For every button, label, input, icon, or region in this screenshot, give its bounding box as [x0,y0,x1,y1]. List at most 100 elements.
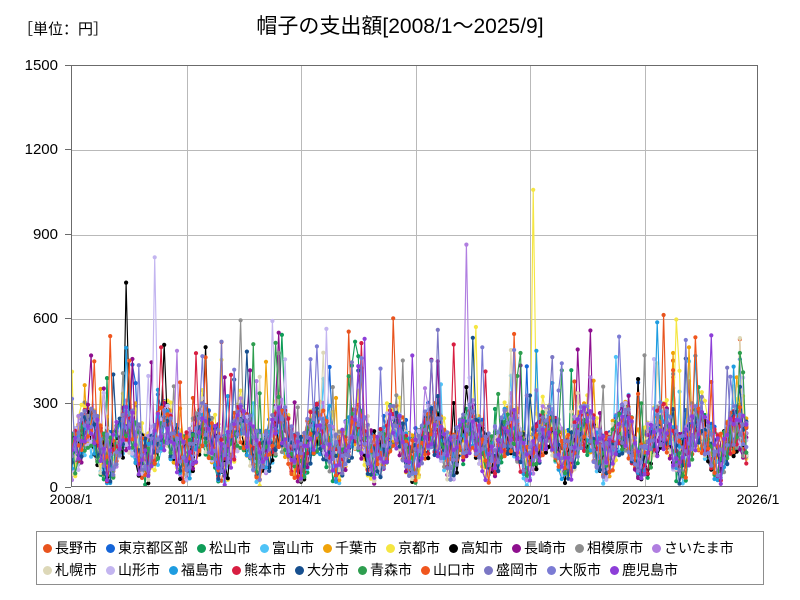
data-point-marker [556,388,561,393]
data-point-marker [127,445,132,450]
legend-item-高知市[interactable]: 高知市 [449,541,503,555]
data-point-marker [120,455,125,460]
data-point-marker [228,372,234,377]
data-point-marker [629,415,634,420]
legend-item-大阪市[interactable]: 大阪市 [547,563,601,577]
data-point-marker [741,413,746,418]
data-point-marker [165,441,170,446]
data-point-marker [461,418,466,423]
data-point-marker [426,451,431,456]
data-point-marker [728,374,733,379]
data-point-marker [473,451,478,456]
data-point-marker [257,450,262,455]
data-point-marker [445,477,450,482]
data-point-marker [178,459,183,464]
data-point-marker [82,423,87,428]
data-point-marker [349,419,354,424]
data-point-marker [403,464,409,469]
data-point-marker [346,459,351,464]
data-point-marker [492,406,498,412]
data-point-marker [403,433,409,438]
legend-item-京都市[interactable]: 京都市 [386,541,440,555]
data-point-marker [263,359,269,364]
data-point-marker [737,447,743,452]
data-point-marker [734,375,739,380]
data-point-marker [108,435,113,440]
data-point-marker [362,441,367,446]
data-point-marker [667,449,673,455]
legend-item-福島市[interactable]: 福島市 [169,563,223,577]
data-point-marker [343,467,348,473]
legend-item-青森市[interactable]: 青森市 [358,563,412,577]
data-point-marker [92,422,97,427]
legend-item-大分市[interactable]: 大分市 [295,563,349,577]
data-point-marker [238,440,243,445]
data-point-marker [575,391,580,396]
data-point-marker [550,447,555,452]
data-point-marker [276,405,281,411]
legend-marker-icon [197,543,206,553]
data-point-marker [623,410,628,415]
data-point-marker [524,483,529,486]
data-point-marker [311,447,316,452]
data-point-marker [680,433,685,438]
legend-item-盛岡市[interactable]: 盛岡市 [484,563,538,577]
data-point-marker [601,434,606,439]
data-point-marker [461,412,466,417]
data-point-marker [305,416,310,421]
legend-item-松山市[interactable]: 松山市 [197,541,251,555]
data-point-marker [89,454,94,459]
data-point-marker [667,414,673,419]
legend-item-熊本市[interactable]: 熊本市 [232,563,286,577]
data-point-marker [117,416,122,421]
legend-item-鹿児島市[interactable]: 鹿児島市 [610,563,678,577]
data-point-marker [273,431,278,436]
legend-item-長崎市[interactable]: 長崎市 [512,541,566,555]
legend-item-山口市[interactable]: 山口市 [421,563,475,577]
data-point-marker [114,462,119,467]
data-point-marker [699,410,704,415]
data-point-marker [85,442,90,447]
data-point-marker [671,463,676,468]
data-point-marker [454,445,459,450]
data-point-marker [422,409,428,414]
data-point-marker [120,438,125,443]
data-point-marker [286,461,291,466]
data-point-marker [244,414,249,419]
data-point-marker [734,417,739,422]
data-point-marker [311,451,316,456]
data-point-marker [718,447,723,452]
data-point-marker [95,417,100,422]
data-point-marker [610,461,615,466]
legend-item-山形市[interactable]: 山形市 [106,563,160,577]
legend-item-富山市[interactable]: 富山市 [260,541,314,555]
data-point-marker [556,429,561,434]
data-point-marker [165,412,170,417]
legend-item-千葉市[interactable]: 千葉市 [323,541,377,555]
data-point-marker [461,451,466,456]
data-point-marker [492,466,498,471]
data-point-marker [337,462,342,467]
data-point-marker [346,329,351,334]
data-point-marker [89,439,94,444]
legend-item-札幌市[interactable]: 札幌市 [43,563,97,577]
data-point-marker [744,450,749,455]
legend-item-東京都区部[interactable]: 東京都区部 [106,541,188,555]
data-point-marker [120,371,125,376]
data-point-marker [435,394,440,399]
data-point-marker [276,444,281,449]
data-point-marker [337,429,342,434]
data-point-marker [658,400,663,405]
legend-item-さいたま市[interactable]: さいたま市 [652,541,734,555]
data-point-marker [508,416,513,422]
data-point-marker [737,350,743,356]
data-point-marker [712,449,717,454]
legend-item-相模原市[interactable]: 相模原市 [575,541,643,555]
legend-item-長野市[interactable]: 長野市 [43,541,97,555]
data-point-marker [279,441,284,446]
gridline-vertical [645,66,646,486]
data-point-marker [130,410,135,415]
data-point-marker [604,440,609,445]
data-point-marker [292,475,297,480]
data-point-marker [375,434,380,439]
